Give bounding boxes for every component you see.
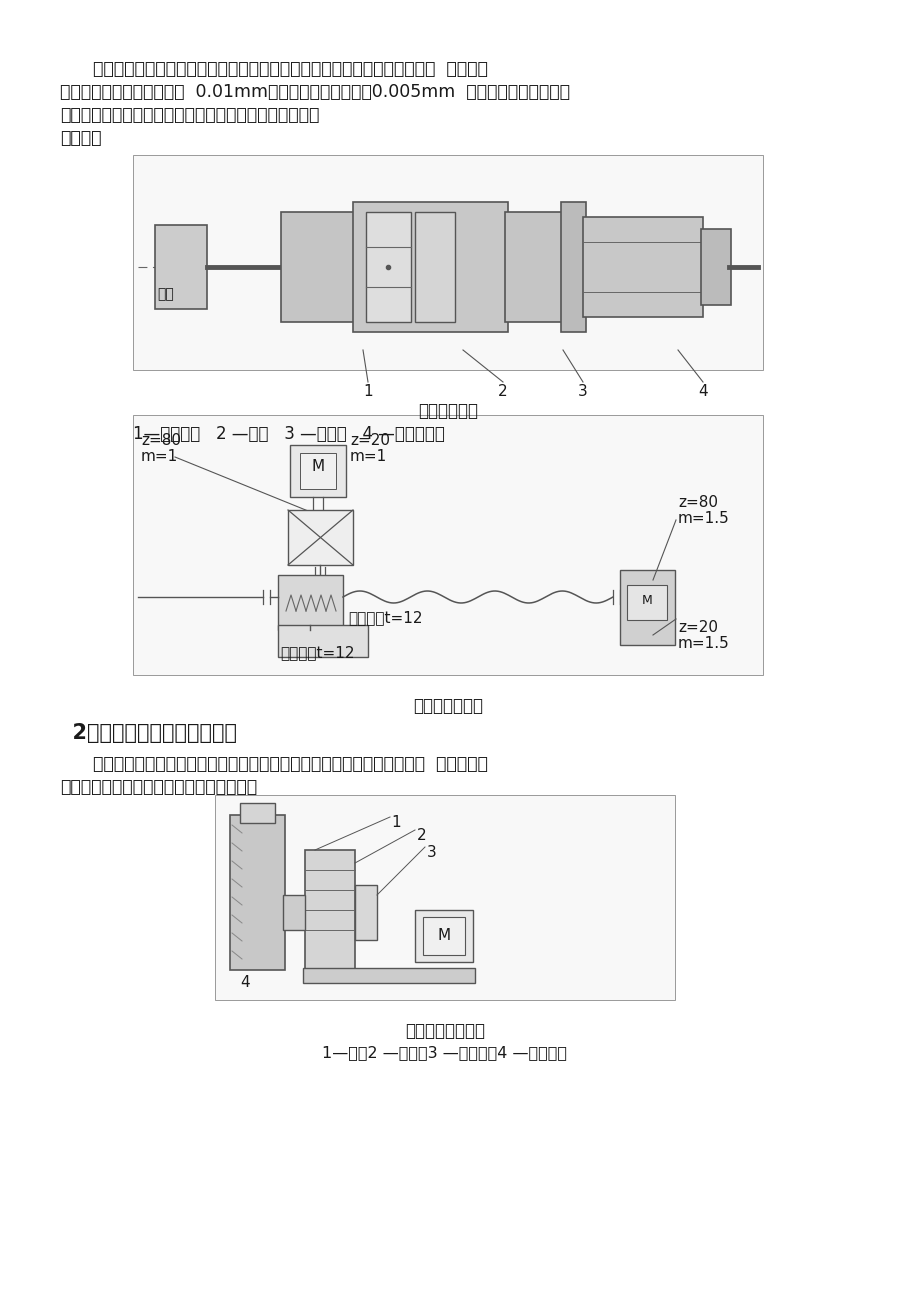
Text: 3: 3 (426, 846, 437, 860)
Text: M: M (437, 928, 450, 943)
Text: 1—床身2 —齿轮箱3 —变速齿轮4 —丝杠支架: 1—床身2 —齿轮箱3 —变速齿轮4 —丝杠支架 (323, 1045, 567, 1061)
Text: 横向丝杠t=12: 横向丝杠t=12 (279, 645, 354, 661)
Bar (414, 909, 472, 962)
Bar (414, 212, 455, 322)
Text: 固定板联接示意图: 固定板联接示意图 (404, 1022, 484, 1040)
Text: z=20: z=20 (677, 620, 717, 635)
Text: m=1.5: m=1.5 (677, 511, 729, 526)
Text: 纵向丝杠t=12: 纵向丝杠t=12 (347, 610, 422, 625)
Text: 2: 2 (497, 384, 507, 399)
Text: 4: 4 (698, 384, 707, 399)
Text: M: M (312, 459, 324, 474)
Text: 1—车床支架   2 —销钉   3 —联轴套   4 —步进电动机: 1—车床支架 2 —销钉 3 —联轴套 4 —步进电动机 (133, 425, 445, 443)
Bar (288, 509, 353, 566)
Bar (583, 218, 702, 317)
Text: m=1: m=1 (349, 450, 387, 464)
Text: 2: 2 (416, 827, 426, 843)
Bar (619, 569, 675, 645)
Text: 齿轮连接示意图: 齿轮连接示意图 (413, 697, 482, 715)
Bar (283, 895, 305, 930)
Bar (289, 446, 346, 496)
Bar (278, 575, 343, 629)
Text: 直连式示意图: 直连式示意图 (417, 403, 478, 420)
Bar (133, 155, 762, 370)
Bar (240, 803, 275, 823)
Text: m=1: m=1 (141, 450, 178, 464)
Bar (280, 212, 356, 322)
Bar (353, 202, 507, 332)
Text: 1: 1 (391, 814, 400, 830)
Bar (215, 795, 675, 999)
Text: z=20: z=20 (349, 433, 390, 448)
Text: z=80: z=80 (677, 495, 717, 509)
Text: 图所示。: 图所示。 (60, 129, 101, 147)
Bar (355, 885, 377, 939)
Text: 步进电动机与丝杠的联接要可靠，传动无间隙。为了便于编程和保证加工精  度，一般: 步进电动机与丝杠的联接要可靠，传动无间隙。为了便于编程和保证加工精 度，一般 (60, 60, 487, 78)
Text: 步进电动机与床身的联接，不但要求安装方便、可靠，同时又能确保精度  常用的有固: 步进电动机与床身的联接，不但要求安装方便、可靠，同时又能确保精度 常用的有固 (60, 754, 487, 773)
Text: 2、步进电动机与床身的联接: 2、步进电动机与床身的联接 (58, 723, 237, 743)
Bar (305, 850, 355, 969)
Bar (366, 212, 411, 322)
Bar (278, 625, 368, 657)
Bar (133, 414, 762, 675)
Bar (230, 814, 285, 969)
Text: 要求纵向运动的步进当量为  0.01mm横向运动的步进当量为0.005mm  步进电动机与丝杠的联: 要求纵向运动的步进当量为 0.01mm横向运动的步进当量为0.005mm 步进电… (60, 83, 570, 102)
Text: 丝杠: 丝杠 (157, 287, 174, 301)
Bar (505, 212, 564, 322)
Bar (700, 229, 731, 305)
Text: 接方式有直连式（同轴连接）和齿轮联接两种形式。如下: 接方式有直连式（同轴连接）和齿轮联接两种形式。如下 (60, 106, 319, 124)
Bar (300, 453, 335, 489)
Text: M: M (641, 594, 652, 607)
Bar (423, 917, 464, 955)
Text: 定板联接和变速箱联接两种，如下图所示。: 定板联接和变速箱联接两种，如下图所示。 (60, 778, 256, 796)
Text: 4: 4 (240, 975, 249, 990)
Text: z=80: z=80 (141, 433, 181, 448)
Text: m=1.5: m=1.5 (677, 636, 729, 652)
Bar (302, 968, 474, 982)
Text: 1: 1 (363, 384, 372, 399)
Text: 3: 3 (577, 384, 587, 399)
Bar (154, 225, 207, 309)
Bar (627, 585, 666, 620)
Bar (561, 202, 585, 332)
